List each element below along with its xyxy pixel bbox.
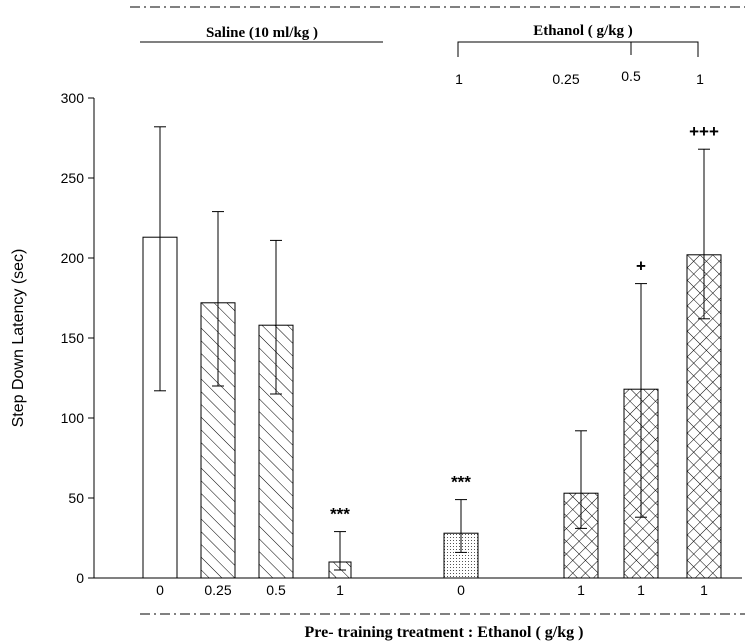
x-axis-title: Pre- training treatment : Ethanol ( g/kg… (305, 624, 584, 641)
ethanol-dose-label: 1 (696, 71, 704, 87)
x-tick-label: 0.5 (266, 582, 286, 598)
y-tick-label: 300 (61, 90, 85, 106)
x-tick-label: 1 (700, 582, 708, 598)
ethanol-group-bracket (457, 41, 699, 57)
y-tick-label: 0 (76, 570, 84, 586)
y-tick-label: 100 (61, 410, 85, 426)
ethanol-dose-label: 0.25 (552, 71, 579, 87)
x-tick-label: 0 (156, 582, 164, 598)
y-axis-title: Step Down Latency (sec) (10, 249, 27, 428)
ethanol-dose-label: 0.5 (621, 68, 641, 84)
x-tick-label: 0.25 (204, 582, 231, 598)
ethanol-group-label: Ethanol ( g/kg ) (533, 23, 633, 39)
x-tick-label: 1 (336, 582, 344, 598)
x-tick-label: 1 (577, 582, 585, 598)
y-tick-label: 250 (61, 170, 85, 186)
y-tick-label: 50 (68, 490, 84, 506)
x-tick-label: 1 (637, 582, 645, 598)
ethanol-dose-label: 1 (455, 71, 463, 87)
saline-group-label: Saline (10 ml/kg ) (206, 25, 318, 41)
significance-label: + (636, 257, 646, 276)
y-tick-label: 150 (61, 330, 85, 346)
significance-label: *** (451, 473, 471, 492)
significance-label: +++ (689, 122, 719, 141)
significance-label: *** (330, 505, 350, 524)
x-tick-label: 0 (457, 582, 465, 598)
y-tick-label: 200 (61, 250, 85, 266)
